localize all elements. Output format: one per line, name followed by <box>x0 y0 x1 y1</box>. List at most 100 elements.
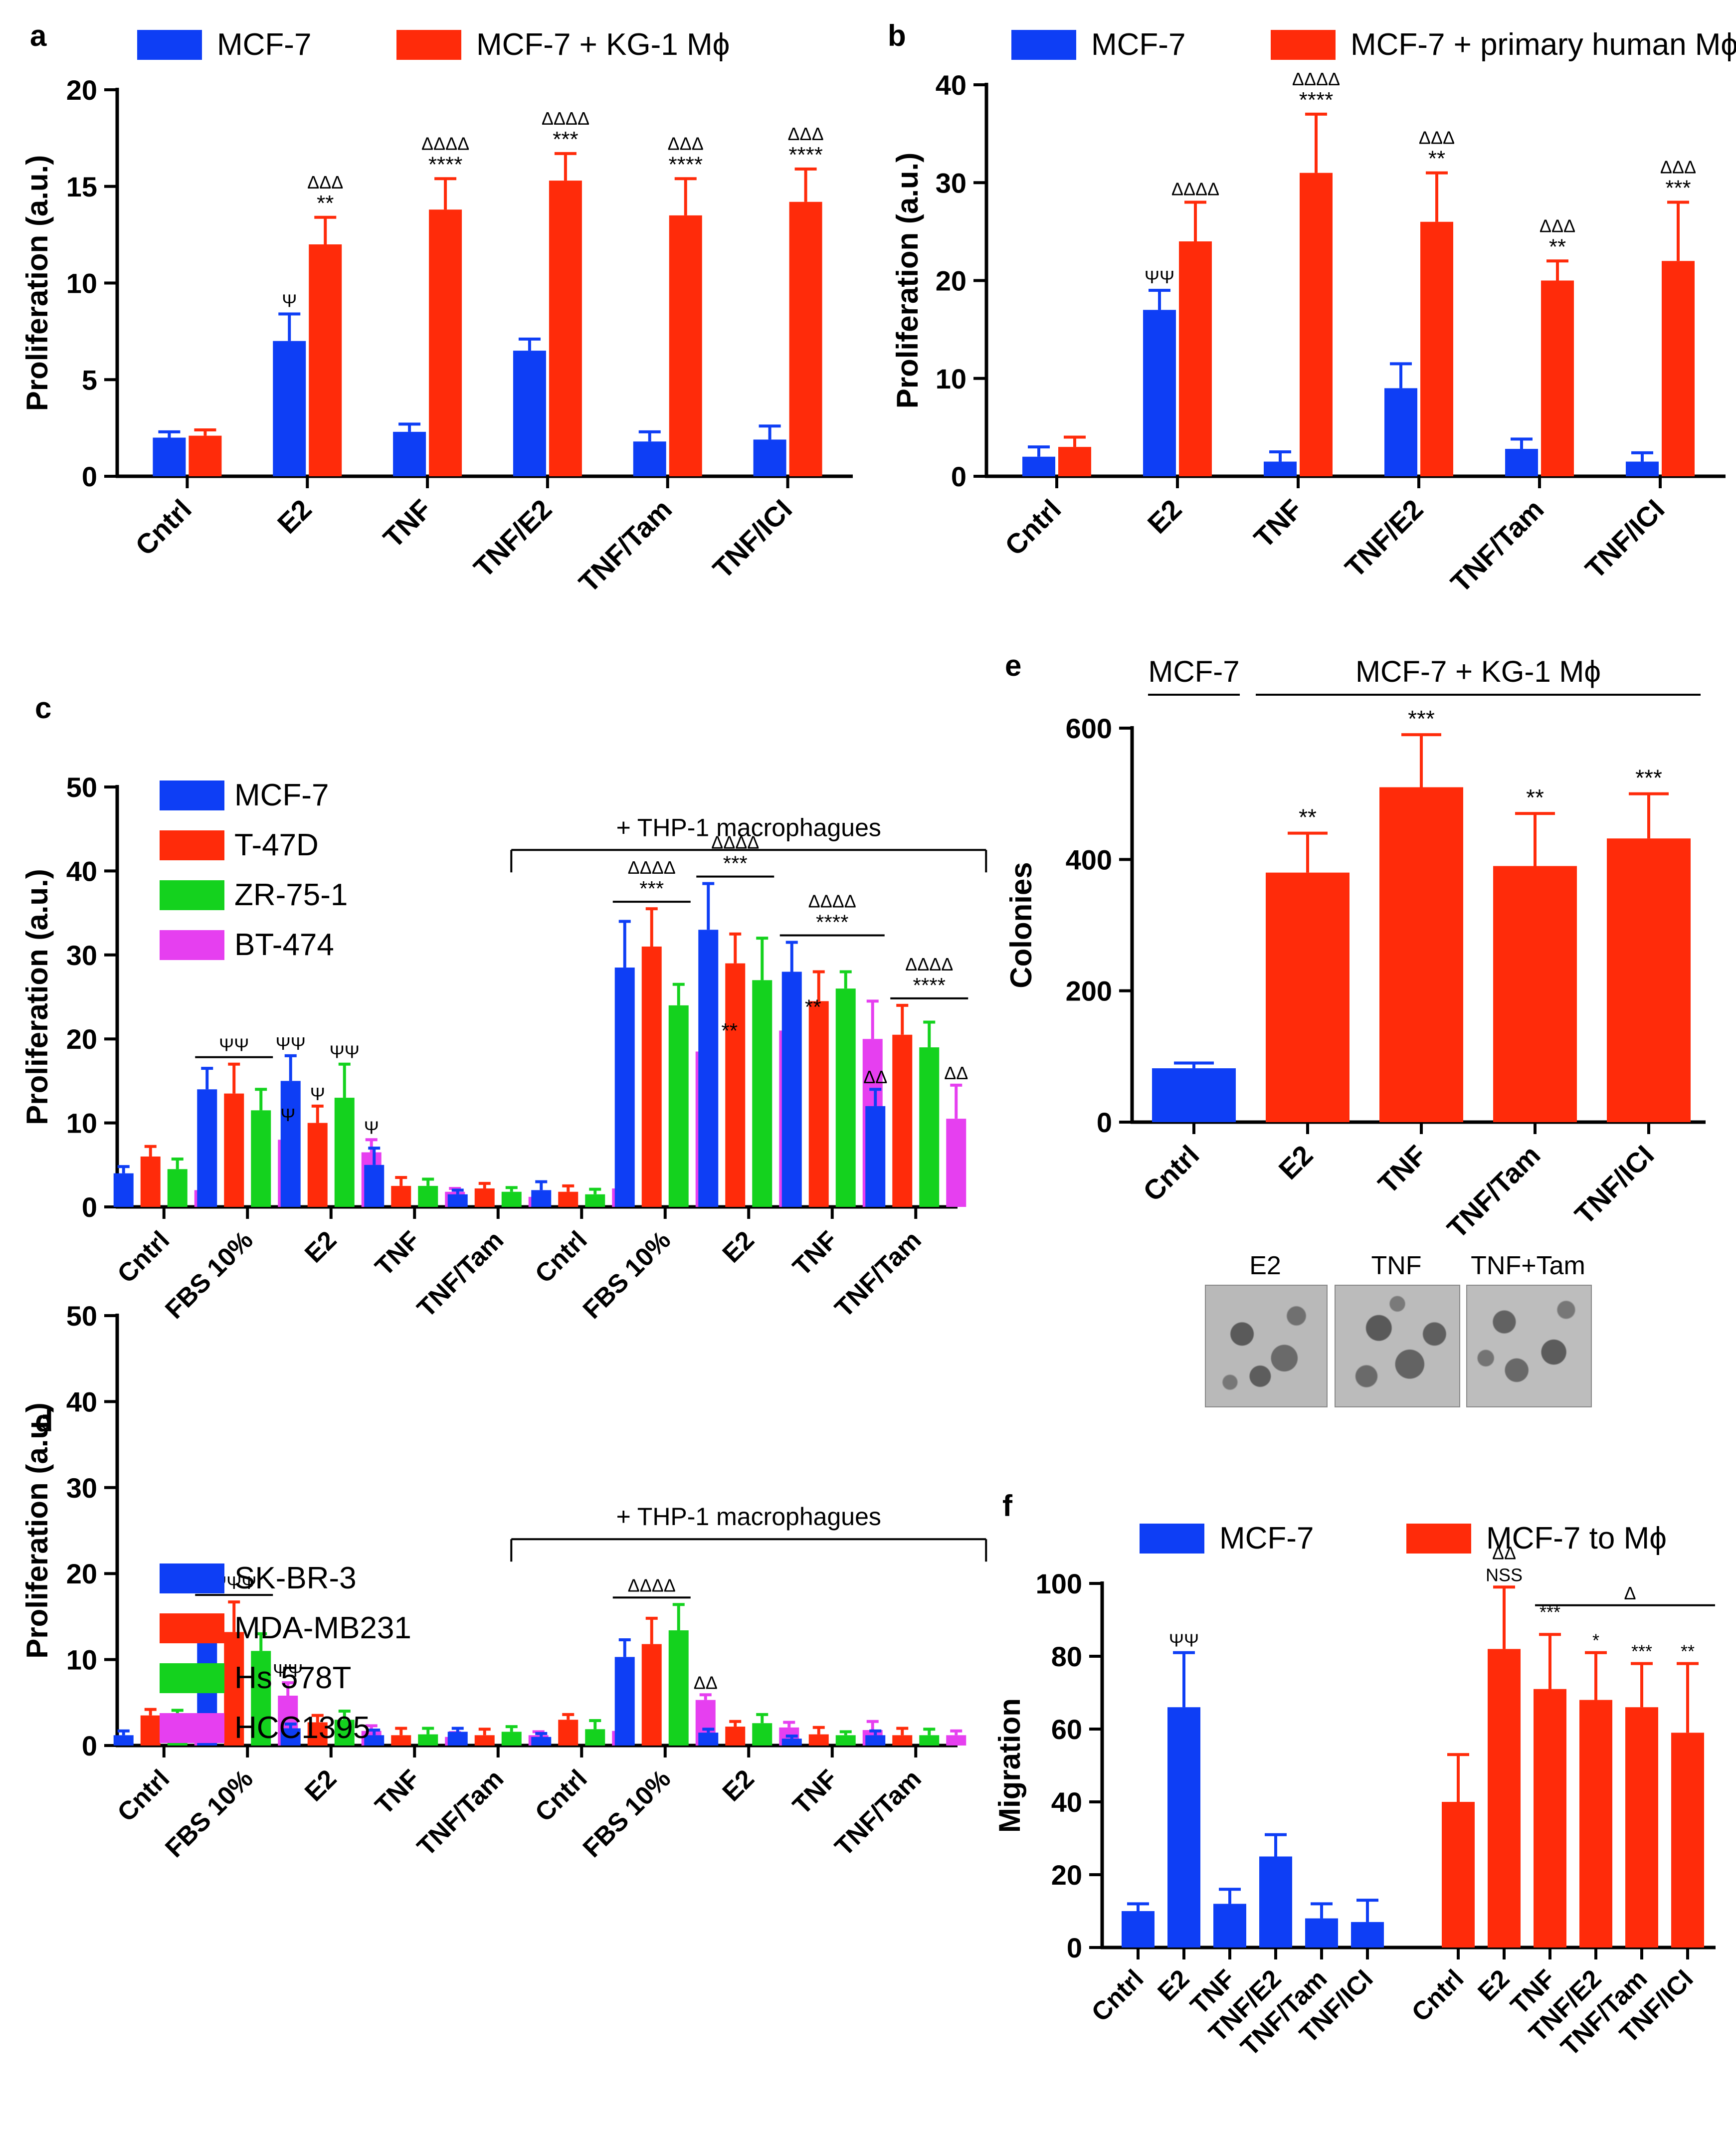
x-tick-label: FBS 10% <box>578 1764 676 1863</box>
bar <box>641 1644 662 1746</box>
significance-mark: ΔΔΔ <box>1540 215 1575 236</box>
significance-mark: **** <box>669 152 703 177</box>
y-tick-label: 40 <box>1051 1786 1082 1818</box>
significance-mark: ΔΔΔ <box>1660 157 1696 178</box>
y-tick-label: 0 <box>82 1730 97 1761</box>
bar <box>585 1194 605 1207</box>
legend-label: MCF-7 <box>217 27 311 62</box>
y-tick-label: 10 <box>66 268 97 299</box>
y-tick-label: 40 <box>66 855 97 887</box>
x-tick-label: Cntrl <box>112 1764 175 1827</box>
bar <box>919 1735 940 1746</box>
y-axis-label: Proliferation (a.u.) <box>20 869 54 1125</box>
x-tick-label: TNF <box>370 1764 425 1820</box>
bar <box>614 1657 635 1746</box>
bar <box>501 1732 522 1746</box>
x-tick-label: E2 <box>299 1225 342 1268</box>
significance-mark: ΔΔ <box>863 1067 887 1087</box>
y-tick-label: 40 <box>936 69 966 101</box>
bar <box>224 1093 244 1207</box>
legend-swatch <box>160 930 224 960</box>
significance-mark: ΔΔΔΔ <box>808 891 856 912</box>
y-tick-label: 30 <box>936 167 966 198</box>
bar <box>1058 447 1091 476</box>
bar <box>549 181 582 476</box>
significance-mark: ΔΔΔΔ <box>711 832 759 853</box>
bar <box>1379 787 1463 1122</box>
x-tick-label: TNF/Tam <box>829 1764 927 1862</box>
y-tick-label: 100 <box>1036 1568 1082 1599</box>
x-tick-label: E2 <box>1273 1139 1319 1185</box>
bar <box>273 341 306 476</box>
x-tick-label: TNF/Tam <box>573 493 678 598</box>
bar <box>140 1156 161 1207</box>
bar <box>531 1737 552 1746</box>
x-tick-label: TNF <box>787 1764 843 1820</box>
x-tick-label: Cntrl <box>1406 1964 1470 2027</box>
bar <box>669 215 702 476</box>
bar <box>364 1735 385 1746</box>
bar <box>447 1732 468 1746</box>
significance-mark: Ψ <box>282 291 297 311</box>
y-tick-label: 5 <box>82 364 97 395</box>
panel-label: e <box>1005 649 1021 682</box>
significance-mark: ΨΨ <box>276 1033 306 1054</box>
significance-mark: ΨΨ <box>1169 1630 1199 1651</box>
y-tick-label: 40 <box>66 1386 97 1417</box>
bar <box>474 1735 495 1746</box>
bar <box>1266 872 1350 1122</box>
significance-mark: ΔΔΔΔ <box>628 857 676 878</box>
significance-mark: ΔΔΔΔ <box>628 1575 676 1595</box>
legend-swatch <box>160 1663 224 1693</box>
significance-mark: ** <box>1549 234 1566 259</box>
bar <box>1488 1649 1521 1948</box>
y-tick-label: 50 <box>66 1300 97 1332</box>
significance-mark: ** <box>1526 784 1544 810</box>
legend-swatch <box>137 30 202 60</box>
y-tick-label: 20 <box>936 265 966 297</box>
bar <box>513 351 546 476</box>
y-axis-label: Colonies <box>1004 862 1038 988</box>
significance-mark: ΔΔ <box>944 1063 968 1083</box>
significance-mark: ΔΔΔΔ <box>1171 179 1219 199</box>
legend-label: MDA-MB231 <box>234 1611 411 1645</box>
y-tick-label: 20 <box>1051 1859 1082 1891</box>
bar <box>1259 1856 1292 1948</box>
significance-mark: *** <box>639 877 664 900</box>
micrograph-tnf <box>1335 1285 1460 1407</box>
bar <box>585 1729 605 1746</box>
legend-label: HCC1395 <box>234 1711 370 1745</box>
bar <box>835 1735 856 1746</box>
bar <box>946 1735 966 1746</box>
significance-mark: ΔΔΔ <box>307 172 343 193</box>
bar <box>309 244 342 476</box>
significance-mark: ΨΨ <box>330 1042 360 1062</box>
bar <box>364 1165 385 1207</box>
bar <box>280 1728 301 1746</box>
significance-mark: ** <box>317 191 334 215</box>
y-tick-label: 30 <box>66 940 97 971</box>
x-tick-label: E2 <box>1142 493 1188 540</box>
group-bracket-label: + THP-1 macrophagues <box>616 1503 881 1531</box>
y-tick-label: 200 <box>1066 975 1112 1007</box>
legend-label: BT-474 <box>234 928 334 962</box>
bar <box>197 1089 217 1207</box>
bar <box>140 1715 161 1746</box>
bar <box>280 1081 301 1207</box>
y-tick-label: 80 <box>1051 1641 1082 1672</box>
bar <box>307 1722 328 1746</box>
x-tick-label: E2 <box>299 1764 342 1807</box>
bar <box>781 1739 802 1746</box>
legend-label: MCF-7 + KG-1 Mϕ <box>476 27 730 62</box>
bar <box>1442 1802 1475 1948</box>
legend-swatch <box>160 880 224 910</box>
bar <box>558 1191 579 1207</box>
x-tick-label: Cntrl <box>530 1225 593 1289</box>
micrograph-label: TNF+Tam <box>1471 1251 1585 1280</box>
bar <box>789 201 822 476</box>
y-tick-label: 15 <box>66 171 97 202</box>
bar <box>391 1185 411 1207</box>
significance-mark: **** <box>788 143 823 167</box>
x-tick-label: TNF <box>1372 1139 1433 1200</box>
significance-mark: ΔΔΔΔ <box>542 108 589 129</box>
